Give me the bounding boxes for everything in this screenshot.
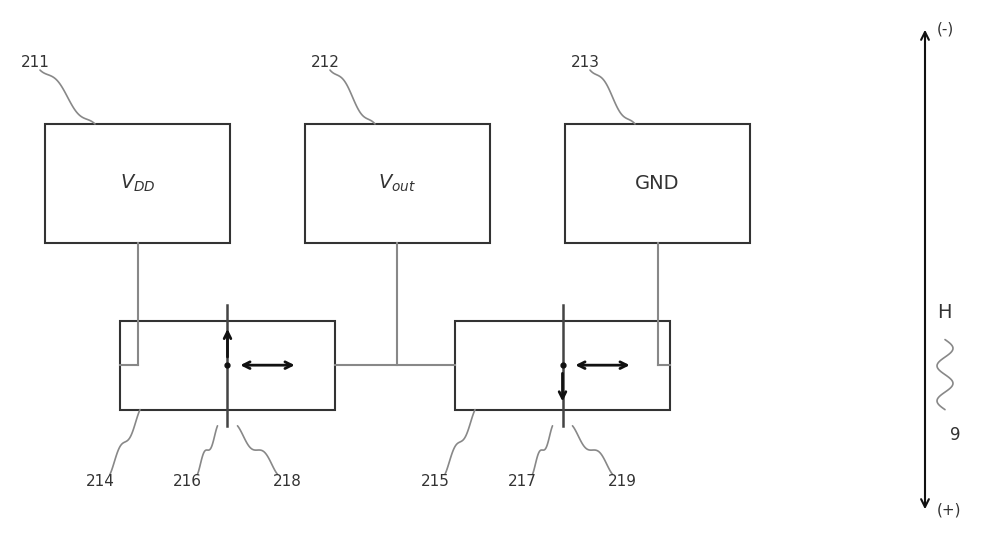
Text: 218: 218 (273, 474, 302, 489)
Text: 213: 213 (570, 55, 600, 70)
Text: H: H (937, 303, 952, 322)
Text: 219: 219 (608, 474, 637, 489)
Bar (565, 124, 750, 243)
Bar (455, 321, 670, 410)
Text: $V_{out}$: $V_{out}$ (378, 172, 417, 194)
Text: 9: 9 (950, 426, 961, 444)
Text: (+): (+) (937, 502, 962, 517)
Text: GND: GND (635, 174, 680, 193)
Text: (-): (-) (937, 22, 954, 37)
Bar (45, 124, 230, 243)
Text: 212: 212 (311, 55, 339, 70)
Text: 211: 211 (21, 55, 49, 70)
Bar (305, 124, 490, 243)
Text: 216: 216 (173, 474, 202, 489)
Text: 215: 215 (421, 474, 449, 489)
Bar (120, 321, 335, 410)
Text: 217: 217 (508, 474, 537, 489)
Text: 214: 214 (86, 474, 114, 489)
Text: $V_{DD}$: $V_{DD}$ (120, 172, 155, 194)
